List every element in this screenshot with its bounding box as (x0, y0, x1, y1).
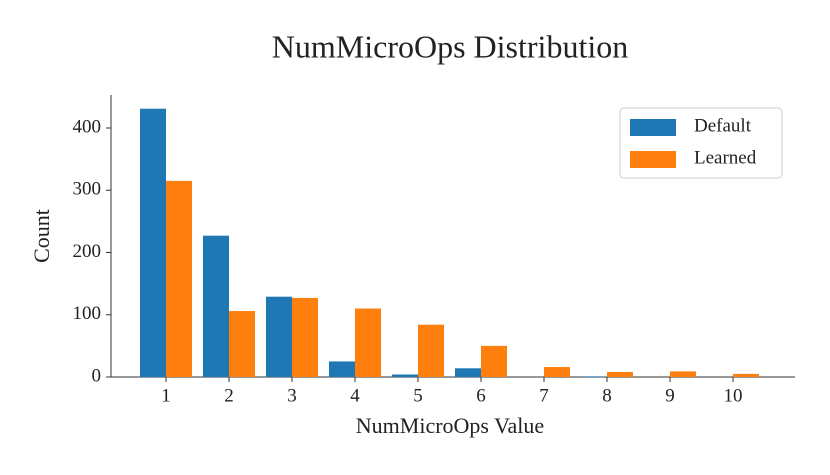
x-tick-label: 1 (161, 385, 171, 406)
bar (266, 296, 292, 377)
bar (229, 311, 255, 377)
bar (544, 367, 570, 377)
bar (607, 372, 633, 377)
bar (292, 297, 318, 377)
legend-label: Default (694, 115, 752, 136)
y-tick-label: 300 (73, 179, 102, 200)
y-tick-label: 400 (73, 116, 102, 137)
x-tick-label: 10 (724, 385, 743, 406)
x-tick-label: 7 (539, 385, 549, 406)
x-tick-label: 2 (224, 385, 234, 406)
y-tick-label: 0 (92, 365, 102, 386)
legend-swatch (630, 119, 676, 136)
x-tick-label: 9 (665, 385, 675, 406)
x-tick-label: 6 (476, 385, 486, 406)
legend-label: Learned (694, 147, 757, 168)
bar (329, 361, 355, 377)
bar (392, 374, 418, 377)
bar (140, 108, 166, 377)
x-tick-label: 3 (287, 385, 297, 406)
y-tick-label: 100 (73, 303, 102, 324)
bar (481, 345, 507, 377)
bar (166, 180, 192, 377)
bar (455, 368, 481, 377)
bar (581, 376, 607, 377)
x-tick-label: 4 (350, 385, 360, 406)
bar (203, 235, 229, 377)
x-tick-label: 5 (413, 385, 423, 406)
y-axis-label: Count (29, 209, 54, 263)
bar (418, 324, 444, 377)
x-tick-label: 8 (602, 385, 612, 406)
y-tick-label: 200 (73, 241, 102, 262)
chart-title: NumMicroOps Distribution (272, 28, 628, 64)
legend-swatch (630, 151, 676, 168)
bar (355, 308, 381, 377)
x-axis-label: NumMicroOps Value (356, 413, 544, 438)
bar (670, 371, 696, 377)
bar (733, 373, 759, 377)
